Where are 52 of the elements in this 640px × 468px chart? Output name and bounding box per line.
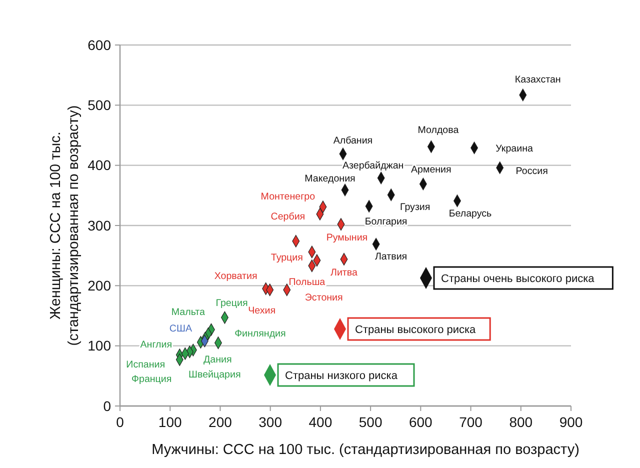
annotation: Монтенегро (260, 191, 316, 202)
annotation: Мальта (171, 307, 206, 318)
x-tick-label: 200 (208, 414, 232, 430)
annotation: Литва (330, 268, 358, 279)
x-tick-label: 500 (358, 414, 382, 430)
annotation: Украина (496, 143, 534, 154)
annotation: Болгария (364, 216, 408, 228)
x-tick-label: 0 (116, 414, 124, 430)
annotation: Молдова (418, 125, 460, 136)
annotation: Хорватия (214, 271, 258, 282)
x-tick-label: 700 (459, 414, 483, 430)
annotation: Сербия (270, 212, 306, 222)
annotation: Польша (288, 276, 326, 288)
y-tick-label: 400 (88, 157, 112, 174)
annotation: Англия (140, 339, 172, 350)
annotation: Македония (304, 173, 356, 184)
annotation: Грузия (400, 202, 430, 214)
x-tick-label: 400 (308, 414, 332, 430)
annotation: США (169, 323, 192, 334)
legend-label: Страны низкого риска (285, 370, 398, 382)
legend-label: Страны очень высокого риска (441, 272, 596, 285)
y-tick-label: 300 (88, 217, 112, 234)
annotation: Азербайджан (342, 160, 404, 172)
y-axis-title: Женщины: ССС на 100 тыс. (стандартизированная по возрасту) (48, 105, 82, 346)
y-tick-label: 600 (88, 36, 112, 53)
y-tick-label: 0 (103, 398, 112, 414)
annotation: Россия (516, 166, 548, 178)
annotation: Армения (410, 164, 452, 176)
x-tick-label: 100 (158, 414, 182, 430)
x-tick-label: 600 (408, 414, 433, 430)
annotation: Турция (270, 252, 303, 264)
annotation: Греция (216, 298, 248, 309)
x-axis-title: Мужчины: ССС на 100 тыс. (стандартизированная по возрасту) (152, 442, 580, 458)
annotation: Эстония (304, 292, 343, 304)
x-tick-label: 800 (509, 414, 533, 430)
annotation: Испания (126, 359, 166, 370)
y-tick-label: 200 (88, 278, 112, 294)
annotation: Дания (204, 354, 232, 366)
x-tick-label: 900 (559, 414, 583, 430)
annotation: Швейцария (188, 369, 241, 380)
annotation: Казахстан (514, 74, 561, 86)
y-tick-label: 500 (88, 97, 112, 114)
annotation: Албания (333, 135, 373, 146)
annotation: Латвия (374, 252, 408, 263)
annotation: Франция (132, 374, 172, 386)
annotation: Беларусь (448, 208, 492, 220)
annotation: Финляндия (234, 328, 286, 340)
annotation: Румыния (326, 232, 368, 244)
legend-label: Страны высокого риска (355, 324, 477, 336)
annotation: Чехия (248, 305, 276, 316)
x-tick-label: 300 (258, 414, 282, 430)
y-tick-label: 100 (88, 338, 112, 354)
